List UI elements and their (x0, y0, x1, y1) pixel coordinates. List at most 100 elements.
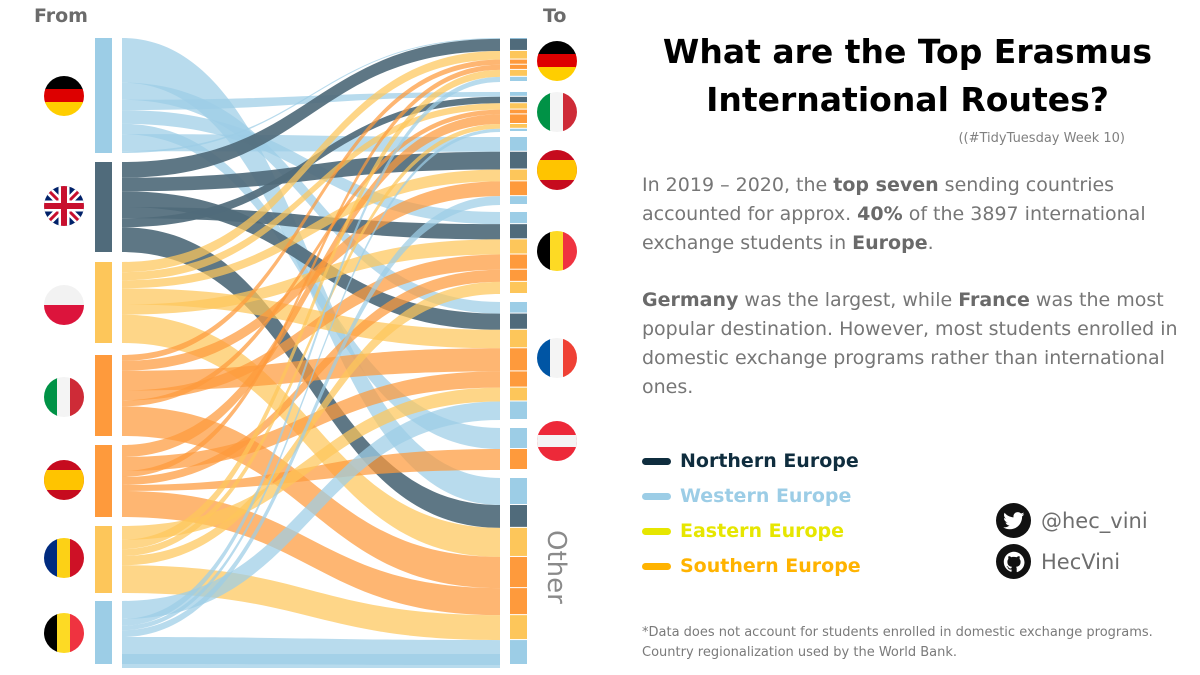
flow-gb-to-de (122, 38, 500, 178)
france-dest-flag-icon (537, 338, 577, 378)
twitter-handle: @hec_vini (1041, 508, 1148, 533)
target-node-be-segment (510, 281, 527, 293)
target-node-it-segment (510, 96, 527, 103)
source-node-es (95, 445, 112, 517)
target-node-be-segment (510, 269, 527, 281)
legend-swatch-western (642, 492, 671, 500)
target-node-de-segment (510, 38, 527, 50)
flow-gb-to-es (122, 151, 500, 192)
source-node-gb (95, 162, 112, 252)
twitter-handle-link[interactable]: @hec_vini (996, 503, 1148, 538)
source-node-be (95, 601, 112, 664)
legend-label-eastern: Eastern Europe (680, 520, 845, 542)
title-line-1: What are the Top Erasmus (662, 32, 1153, 71)
p1-bold-europe: Europe (852, 232, 928, 254)
poland-flag-icon (44, 285, 84, 325)
target-node-other-segment (510, 527, 527, 556)
flow-gb-to-be (122, 207, 500, 240)
target-node-it-segment (510, 109, 527, 114)
flow-be-to-it (122, 128, 500, 631)
flow-de-to-de (122, 38, 500, 153)
target-node-other-segment (510, 615, 527, 640)
flow-de-to-fr (122, 82, 500, 314)
belgium-dest-flag-icon (537, 231, 577, 271)
target-node-be-segment (510, 254, 527, 269)
source-node-ro (95, 526, 112, 593)
spain-dest-flag-icon (537, 150, 577, 190)
target-node-es-segment (510, 181, 527, 196)
flow-ro-to-de (122, 69, 500, 550)
target-node-de-segment (510, 50, 527, 59)
from-header: From (34, 5, 88, 27)
target-node-be-segment (510, 212, 527, 224)
target-node-es-segment (510, 137, 527, 151)
legend-southern-europe: Southern Europe (642, 553, 861, 579)
subtitle: ((#TidyTuesday Week 10) (958, 131, 1125, 146)
footnote: *Data does not account for students enro… (642, 625, 1153, 660)
target-node-de-segment (510, 38, 527, 39)
to-header: To (543, 5, 567, 27)
flow-ro-to-fr (122, 387, 500, 540)
p2-bold-germany: Germany (642, 289, 739, 311)
target-node-es-segment (510, 196, 527, 204)
legend-label-southern: Southern Europe (680, 555, 861, 577)
germany-dest-flag-icon (537, 41, 577, 81)
target-node-fr-segment (510, 348, 527, 371)
target-node-de-segment (510, 59, 527, 64)
target-nodes (510, 38, 527, 664)
flow-bottom-band (122, 654, 500, 668)
target-node-es-segment (510, 169, 527, 181)
p1-bold-40pct: 40% (857, 203, 903, 225)
legend-label-western: Western Europe (680, 485, 852, 507)
target-node-es-segment (510, 151, 527, 169)
legend-swatch-northern (642, 457, 671, 465)
austria-dest-flag-icon (537, 421, 577, 461)
source-node-de (95, 38, 112, 153)
target-node-other-segment (510, 640, 527, 664)
target-node-fr-segment (510, 329, 527, 348)
github-icon (996, 544, 1031, 579)
legend-swatch-eastern (642, 527, 671, 535)
flow-es-to-it (122, 114, 500, 458)
target-node-it-segment (510, 92, 527, 96)
p1-text-3: of the 3897 international exchange stude… (642, 203, 1146, 254)
github-handle-link[interactable]: HecVini (996, 544, 1120, 579)
summary-paragraph-1: In 2019 – 2020, the top seven sending co… (642, 171, 1182, 258)
target-node-be-segment (510, 239, 527, 254)
target-node-other-segment (510, 556, 527, 588)
target-node-de-segment (510, 69, 527, 76)
uk-flag-icon (44, 186, 84, 226)
flow-it-to-be (122, 254, 500, 401)
legend-label-northern: Northern Europe (680, 450, 859, 472)
target-node-fr-segment (510, 302, 527, 313)
target-node-other-segment (510, 588, 527, 615)
source-nodes (95, 38, 112, 664)
target-node-be-segment (510, 224, 527, 239)
flow-pl-to-es (122, 169, 500, 289)
flow-it-to-es (122, 181, 500, 371)
germany-flag-icon (44, 76, 84, 116)
other-destination-label: Other (541, 530, 571, 604)
flow-links (122, 38, 500, 665)
flow-pl-to-other (122, 314, 500, 557)
target-node-it-segment (510, 128, 527, 131)
belgium-flag-icon (44, 613, 84, 653)
flow-pl-to-de (122, 50, 500, 273)
target-node-other-segment (510, 505, 527, 527)
flow-gb-to-fr (122, 191, 500, 330)
legend-swatch-southern (642, 562, 671, 570)
target-node-fr-segment (510, 371, 527, 387)
target-node-fr-segment (510, 313, 527, 329)
p1-text-1: In 2019 – 2020, the (642, 174, 834, 196)
target-node-it-segment (510, 114, 527, 123)
target-node-fr-segment (510, 401, 527, 419)
source-node-pl (95, 262, 112, 343)
summary-paragraph-2: Germany was the largest, while France wa… (642, 286, 1182, 402)
target-node-it-segment (510, 124, 527, 128)
target-node-at-segment (510, 428, 527, 448)
flow-be-to-fr (122, 401, 500, 619)
twitter-icon (996, 503, 1031, 538)
flow-it-to-de (122, 59, 500, 361)
source-node-it (95, 355, 112, 436)
spain-flag-icon (44, 460, 84, 500)
